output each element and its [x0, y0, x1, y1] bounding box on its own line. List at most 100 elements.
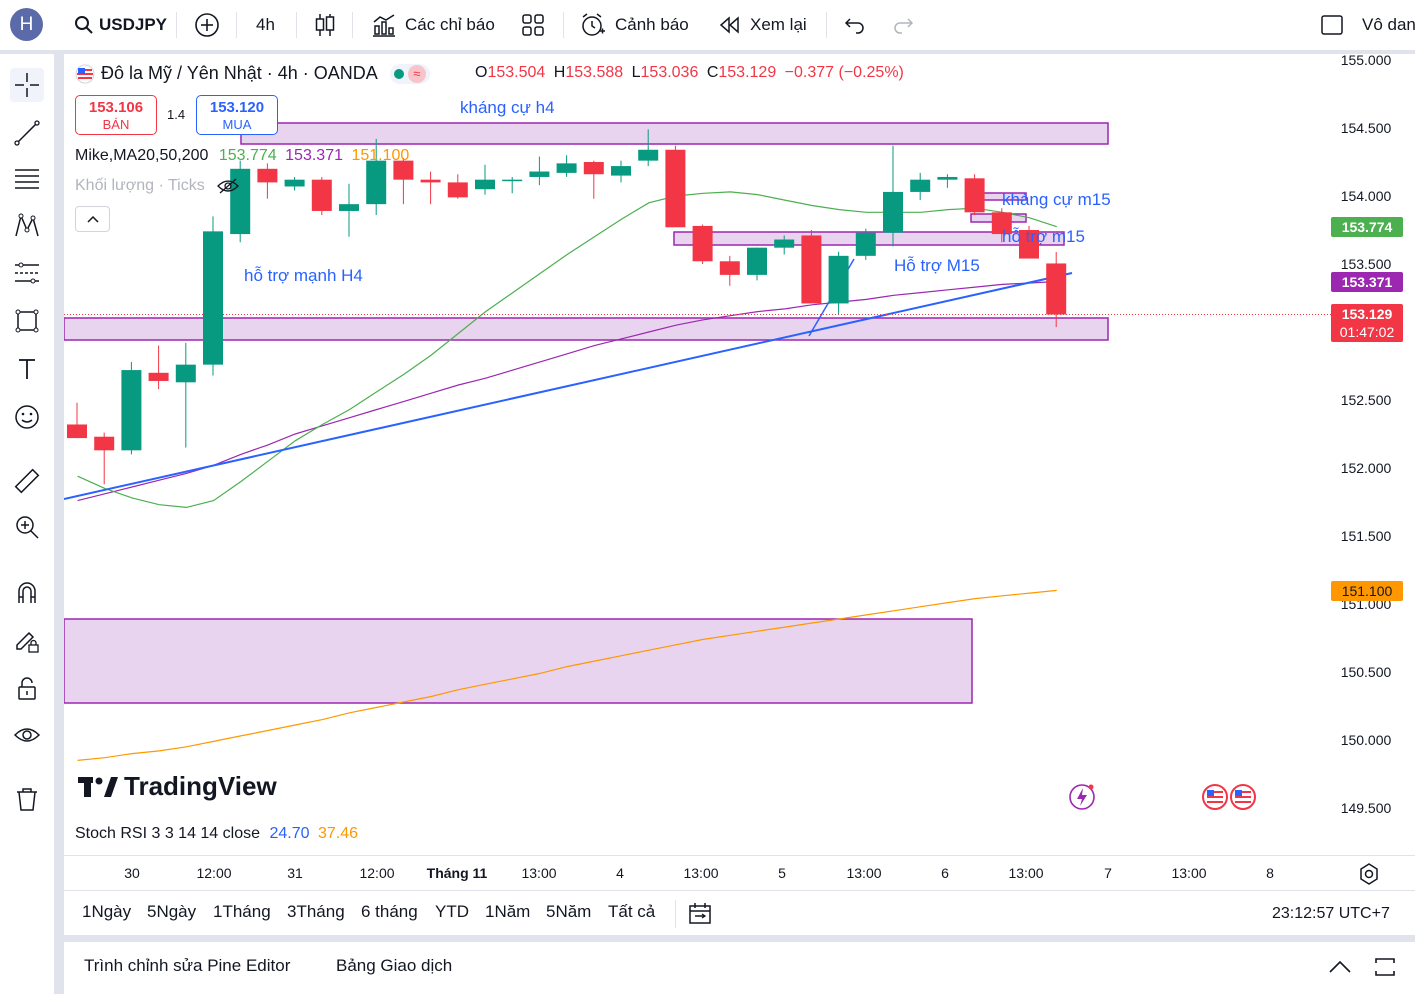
layout-name[interactable]: Vô dan: [1362, 0, 1415, 50]
maximize-panel-icon[interactable]: [1373, 955, 1397, 979]
crosshair-icon: [15, 73, 39, 97]
text-tool[interactable]: [10, 352, 44, 386]
replay-button[interactable]: Xem lại: [718, 0, 807, 50]
price-chart[interactable]: [64, 54, 1415, 854]
symbol-search-button[interactable]: USDJPY: [74, 0, 167, 50]
ma200-value: 151.100: [351, 147, 410, 164]
compare-symbol-button[interactable]: [194, 0, 220, 50]
clock-timezone[interactable]: 23:12:57 UTC+7: [1272, 905, 1390, 922]
chart-type-button[interactable]: [313, 0, 337, 50]
annotation-support-m15[interactable]: hỗ trợ m15: [1002, 227, 1085, 246]
candle-body: [774, 239, 795, 248]
us-flag-icon: [75, 64, 95, 83]
rectangle-icon: [15, 309, 39, 333]
templates-button[interactable]: [521, 0, 545, 50]
date-range-bar: [64, 890, 1415, 935]
sell-button[interactable]: 153.106 BÁN: [75, 95, 157, 135]
market-status[interactable]: ≈: [389, 63, 430, 84]
collapse-legend-button[interactable]: [75, 206, 110, 232]
candle-body: [148, 372, 169, 381]
range-button[interactable]: YTD: [435, 902, 469, 921]
fib-tool[interactable]: [10, 162, 44, 196]
range-button[interactable]: 3Tháng: [287, 902, 345, 921]
lightning-icon[interactable]: [1068, 783, 1096, 811]
crosshair-tool[interactable]: [10, 68, 44, 102]
candle-body: [964, 178, 985, 213]
chart-panel[interactable]: [64, 54, 1415, 932]
eye-off-icon[interactable]: [217, 178, 240, 194]
shape-tool[interactable]: [10, 304, 44, 338]
settings-icon[interactable]: [1357, 862, 1381, 886]
alerts-button[interactable]: Cảnh báo: [580, 0, 689, 50]
time-tick-label: 13:00: [846, 865, 882, 881]
indicators-button[interactable]: Các chỉ báo: [371, 0, 495, 50]
candle-body: [502, 179, 523, 182]
layout-button[interactable]: [1320, 0, 1344, 50]
symbol-title: Đô la Mỹ / Yên Nhật · 4h · OANDA: [101, 63, 378, 83]
symbol-legend[interactable]: Đô la Mỹ / Yên Nhật · 4h · OANDA ≈: [75, 63, 430, 84]
tradingview-logo[interactable]: TradingView: [78, 771, 277, 802]
tab-trading-panel[interactable]: Bảng Giao dịch: [336, 956, 453, 975]
stoch-name: Stoch RSI 3 3 14 14 close: [75, 825, 260, 842]
pattern-icon: [15, 213, 39, 237]
divider: [352, 12, 353, 38]
price-tick-label: 152.500: [1340, 392, 1392, 408]
candle-body: [311, 179, 332, 211]
range-button[interactable]: Tất cả: [608, 902, 656, 921]
range-button[interactable]: 1Ngày: [82, 902, 132, 921]
magnet-tool[interactable]: [10, 576, 44, 610]
us-event-flag-icon[interactable]: [1201, 783, 1259, 811]
candle-body: [1046, 263, 1067, 315]
user-avatar[interactable]: H: [10, 8, 43, 41]
volume-legend[interactable]: Khối lượng · Ticks: [75, 177, 240, 195]
trendline-tool[interactable]: [10, 116, 44, 150]
range-button[interactable]: 6 tháng: [361, 902, 418, 921]
low-key: L: [631, 64, 641, 81]
open-value: 153.504: [487, 64, 546, 81]
remove-drawings-tool[interactable]: [10, 782, 44, 816]
icon-tool[interactable]: [10, 400, 44, 434]
layout-name-label: Vô dan: [1362, 15, 1415, 34]
lock-tool[interactable]: [10, 672, 44, 706]
stoch-rsi-legend[interactable]: Stoch RSI 3 3 14 14 close 24.70 37.46: [75, 825, 358, 843]
market-open-dot-icon: [393, 68, 404, 79]
ma-indicator-legend[interactable]: Mike,MA20,50,200 153.774 153.371 151.100: [75, 147, 409, 165]
time-tick-label: 12:00: [359, 865, 395, 881]
chevron-up-icon[interactable]: [1327, 956, 1353, 978]
pattern-tool[interactable]: [10, 209, 44, 243]
drawing-mode-tool[interactable]: [10, 624, 44, 658]
interval-button[interactable]: 4h: [256, 0, 275, 50]
annotation-resistance-m15[interactable]: kháng cự m15: [1002, 190, 1111, 209]
candle-body: [94, 436, 115, 451]
zoom-tool[interactable]: [10, 510, 44, 544]
candle-body: [991, 212, 1012, 235]
measure-tool[interactable]: [10, 464, 44, 498]
annotation-resistance-h4[interactable]: kháng cự h4: [460, 98, 555, 117]
tab-pine-editor[interactable]: Trình chỉnh sửa Pine Editor: [84, 956, 291, 975]
undo-button[interactable]: [844, 0, 866, 50]
price-tick-label: 154.000: [1340, 188, 1392, 204]
range-button[interactable]: 1Tháng: [213, 902, 271, 921]
volume-label: Khối lượng · Ticks: [75, 177, 205, 194]
range-button[interactable]: 1Năm: [485, 902, 531, 921]
annotation-support-m15-2[interactable]: Hỗ trợ M15: [894, 256, 980, 275]
forecast-tool[interactable]: [10, 256, 44, 290]
redo-button[interactable]: [892, 0, 914, 50]
bottom-panel-bar: [64, 942, 1415, 994]
ma50-price-label: 153.371: [1331, 272, 1403, 292]
candle-body: [638, 149, 659, 161]
last-price-value: 153.129: [1341, 306, 1393, 322]
annotation-strong-support-h4[interactable]: hỗ trợ mạnh H4: [244, 266, 363, 285]
range-button[interactable]: 5Năm: [546, 902, 592, 921]
symbol-label: USDJPY: [99, 15, 168, 34]
buy-button[interactable]: 153.120 MUA: [196, 95, 278, 135]
time-axis-border: [64, 855, 1415, 856]
candle-body: [230, 168, 251, 235]
visibility-tool[interactable]: [10, 718, 44, 752]
zoom-in-icon: [16, 516, 39, 539]
range-button[interactable]: 5Ngày: [147, 902, 197, 921]
candle-body: [747, 247, 767, 275]
calendar-range-icon[interactable]: [687, 901, 713, 927]
sell-label: BÁN: [102, 117, 130, 132]
interval-label: 4h: [256, 15, 275, 34]
